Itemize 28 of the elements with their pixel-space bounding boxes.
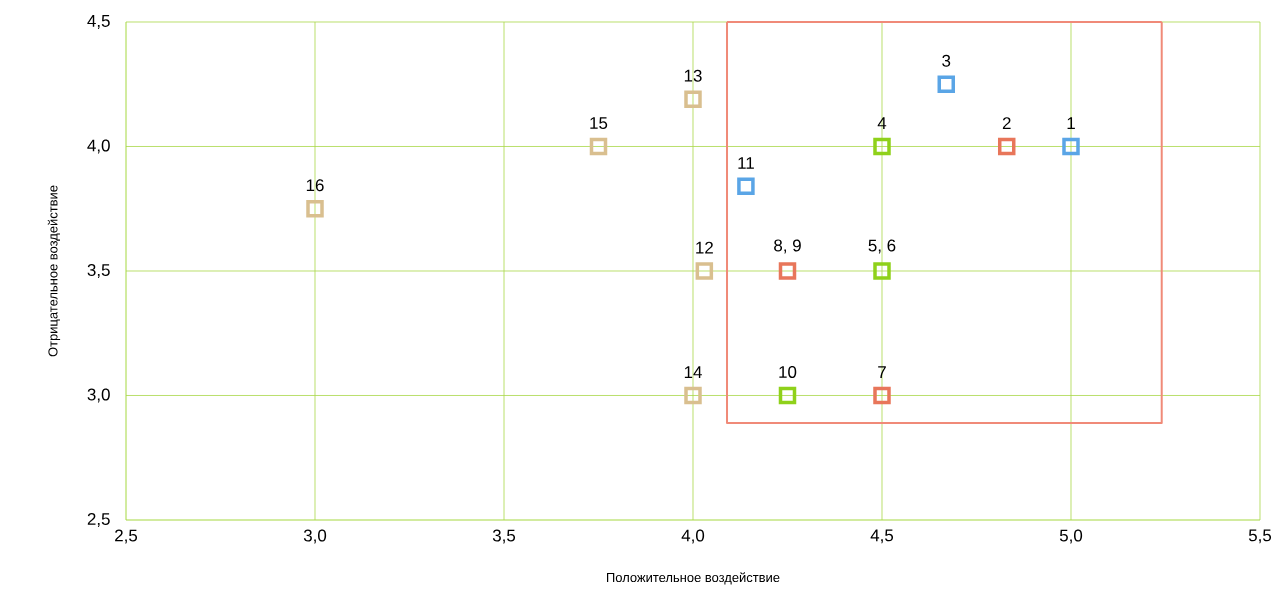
- annotation: 3: [942, 54, 951, 67]
- y-tick-label: 4,5: [87, 15, 110, 29]
- y-tick-label: 3,5: [87, 264, 110, 278]
- x-axis-title: Положительное воздействие: [607, 572, 780, 585]
- x-tick-label: 3,0: [303, 529, 327, 544]
- y-tick-label: 2,5: [87, 513, 110, 527]
- annotation: 13: [684, 69, 702, 82]
- x-tick-label: 5,0: [1059, 529, 1083, 544]
- annotation: 10: [779, 365, 797, 378]
- annotation: 11: [738, 157, 754, 169]
- x-tick-label: 2,5: [115, 529, 138, 544]
- y-tick-label: 3,0: [87, 388, 110, 403]
- annotation: 2: [1002, 117, 1011, 129]
- annotation: 15: [590, 117, 608, 129]
- annotation: 1: [1067, 117, 1075, 129]
- annotation: 12: [696, 241, 713, 254]
- annotation: 16: [306, 179, 324, 192]
- annotation: 14: [684, 366, 702, 378]
- annotation: 7: [878, 366, 886, 378]
- x-tick-label: 4,0: [681, 529, 705, 544]
- annotation: 5, 6: [868, 239, 896, 254]
- y-tick-label: 4,0: [87, 139, 110, 154]
- x-tick-label: 3,5: [492, 529, 516, 544]
- x-tick-label: 4,5: [870, 529, 894, 544]
- annotation: 8, 9: [774, 239, 801, 254]
- annotation: 4: [877, 117, 887, 129]
- y-axis-title: Отрицательное воздействие: [47, 185, 61, 357]
- x-tick-label: 5,5: [1248, 529, 1272, 544]
